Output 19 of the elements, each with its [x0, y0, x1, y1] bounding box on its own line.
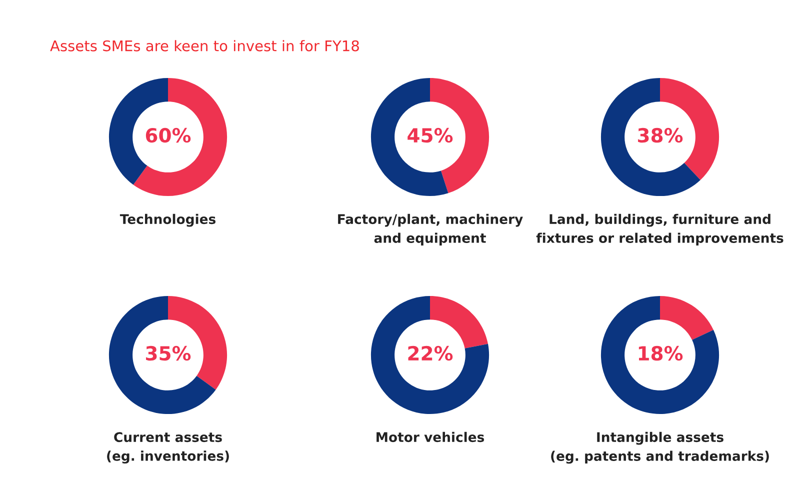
data-label: 38%	[638, 128, 683, 143]
donut-slice	[370, 296, 490, 414]
text: Factory/plant, machinery and equipment	[338, 214, 523, 246]
data-label: 35%	[146, 346, 191, 361]
text: Technologies	[120, 214, 216, 227]
text: Motor vehicles	[376, 432, 484, 442]
data-label: 22%	[408, 346, 453, 361]
text: Land, buildings, furniture and fixtures or related improvements	[536, 214, 784, 246]
donut-slice	[600, 296, 720, 414]
donut-slice	[660, 296, 714, 340]
text: Current assets (eg. inventories)	[107, 432, 229, 464]
text: Assets SMEs are keen to invest in for FY18	[50, 40, 359, 52]
donut-slice	[108, 296, 216, 414]
text: Intangible assets (eg. patents and trademarks)	[551, 432, 769, 464]
data-label: 60%	[146, 128, 191, 143]
donut-slice	[133, 78, 228, 196]
data-label: 45%	[408, 128, 453, 143]
data-label: 18%	[638, 346, 683, 361]
donut-slice	[600, 78, 700, 196]
